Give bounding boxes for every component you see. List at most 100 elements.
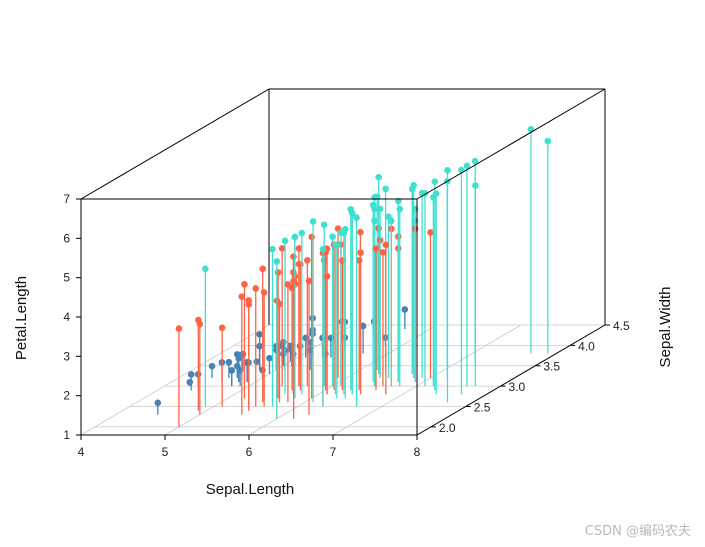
data-point bbox=[319, 245, 327, 253]
x-tick-label: 4 bbox=[78, 445, 85, 459]
data-point bbox=[236, 367, 244, 374]
data-point bbox=[382, 241, 390, 249]
data-point bbox=[290, 253, 297, 260]
data-point bbox=[458, 166, 465, 174]
data-point bbox=[266, 354, 273, 362]
data-point bbox=[308, 233, 315, 241]
data-point bbox=[175, 325, 183, 332]
z-tick-label: 1 bbox=[63, 428, 70, 442]
y-tick-label: 2.5 bbox=[474, 400, 491, 414]
data-point bbox=[218, 324, 226, 332]
data-point bbox=[225, 358, 233, 366]
data-point bbox=[348, 210, 356, 217]
data-point bbox=[245, 301, 253, 308]
data-point bbox=[375, 173, 382, 181]
data-point bbox=[252, 285, 260, 292]
data-point bbox=[357, 228, 364, 236]
data-point bbox=[463, 162, 471, 170]
data-point bbox=[208, 362, 216, 370]
data-point bbox=[269, 245, 276, 253]
data-point bbox=[320, 221, 328, 229]
data-point bbox=[371, 205, 378, 213]
x-axis-title: Sepal.Length bbox=[206, 481, 294, 498]
y-axis-title: Sepal.Width bbox=[657, 287, 674, 368]
data-point bbox=[382, 185, 389, 193]
data-point bbox=[527, 126, 535, 133]
data-point bbox=[410, 181, 417, 189]
watermark-text: CSDN @编码农夫 bbox=[584, 524, 691, 539]
data-point bbox=[309, 218, 317, 225]
y-tick-label: 4.0 bbox=[578, 339, 595, 353]
data-point bbox=[471, 157, 479, 165]
data-point bbox=[388, 217, 395, 225]
z-tick-label: 6 bbox=[63, 231, 70, 245]
z-tick-label: 4 bbox=[63, 310, 70, 324]
data-point bbox=[154, 399, 162, 407]
data-point bbox=[444, 167, 451, 174]
data-point bbox=[281, 237, 289, 245]
box-edge bbox=[416, 324, 606, 436]
data-point bbox=[238, 293, 246, 300]
data-point bbox=[371, 194, 378, 201]
data-point bbox=[284, 281, 292, 288]
data-point bbox=[327, 334, 335, 342]
box-edge bbox=[80, 88, 270, 200]
data-point bbox=[260, 289, 268, 296]
data-point bbox=[544, 137, 552, 145]
data-point bbox=[401, 306, 409, 313]
data-point bbox=[241, 280, 248, 288]
grid-line-x bbox=[80, 324, 270, 436]
data-point bbox=[295, 245, 303, 252]
data-point bbox=[431, 178, 439, 186]
data-point bbox=[305, 277, 313, 285]
data-point bbox=[396, 205, 404, 213]
data-point bbox=[228, 367, 236, 374]
data-point bbox=[278, 245, 286, 252]
data-point bbox=[359, 322, 367, 330]
data-point bbox=[353, 214, 360, 221]
data-point bbox=[329, 233, 336, 240]
data-point bbox=[202, 265, 209, 273]
box-back-edges bbox=[80, 88, 606, 325]
data-point bbox=[357, 249, 364, 256]
data-point bbox=[427, 229, 434, 236]
data-point bbox=[376, 205, 384, 213]
data-point bbox=[371, 217, 378, 225]
x-tick-label: 8 bbox=[414, 445, 421, 459]
grid-line-x bbox=[332, 324, 522, 436]
y-tick-label: 3.0 bbox=[509, 380, 526, 394]
data-point bbox=[273, 258, 281, 265]
data-point bbox=[196, 320, 204, 328]
grid-line-x bbox=[164, 324, 354, 436]
data-point bbox=[297, 261, 304, 268]
data-point bbox=[253, 358, 261, 365]
data-point bbox=[291, 233, 299, 241]
z-tick-label: 2 bbox=[63, 389, 70, 403]
data-point bbox=[372, 245, 380, 252]
data-point bbox=[432, 190, 440, 197]
box-edge bbox=[416, 88, 606, 200]
x-tick-label: 7 bbox=[330, 445, 337, 459]
data-point bbox=[259, 265, 267, 272]
data-point bbox=[235, 355, 243, 362]
x-tick-label: 6 bbox=[246, 445, 253, 459]
data-point bbox=[280, 338, 287, 346]
data-point bbox=[186, 378, 194, 386]
data-point bbox=[256, 331, 263, 338]
z-axis-title: Petal.Length bbox=[13, 276, 30, 360]
x-tick-label: 5 bbox=[162, 445, 169, 459]
data-series bbox=[154, 126, 552, 427]
data-point bbox=[290, 277, 297, 285]
data-point bbox=[298, 229, 306, 237]
y-tick-label: 4.5 bbox=[613, 319, 630, 333]
axis-ticks: 4 5 6 7 8 2.0 2.5 3.0 3.5 4.0 4.5 1 2 3 4 5 6 7 bbox=[63, 192, 630, 459]
y-tick-label: 2.0 bbox=[439, 421, 456, 435]
y-tick-label: 3.5 bbox=[543, 360, 560, 374]
data-point bbox=[341, 225, 349, 233]
data-point bbox=[274, 269, 282, 276]
data-point bbox=[379, 249, 387, 256]
z-tick-label: 7 bbox=[63, 192, 70, 206]
data-point bbox=[472, 182, 479, 189]
z-tick-label: 3 bbox=[63, 349, 70, 363]
